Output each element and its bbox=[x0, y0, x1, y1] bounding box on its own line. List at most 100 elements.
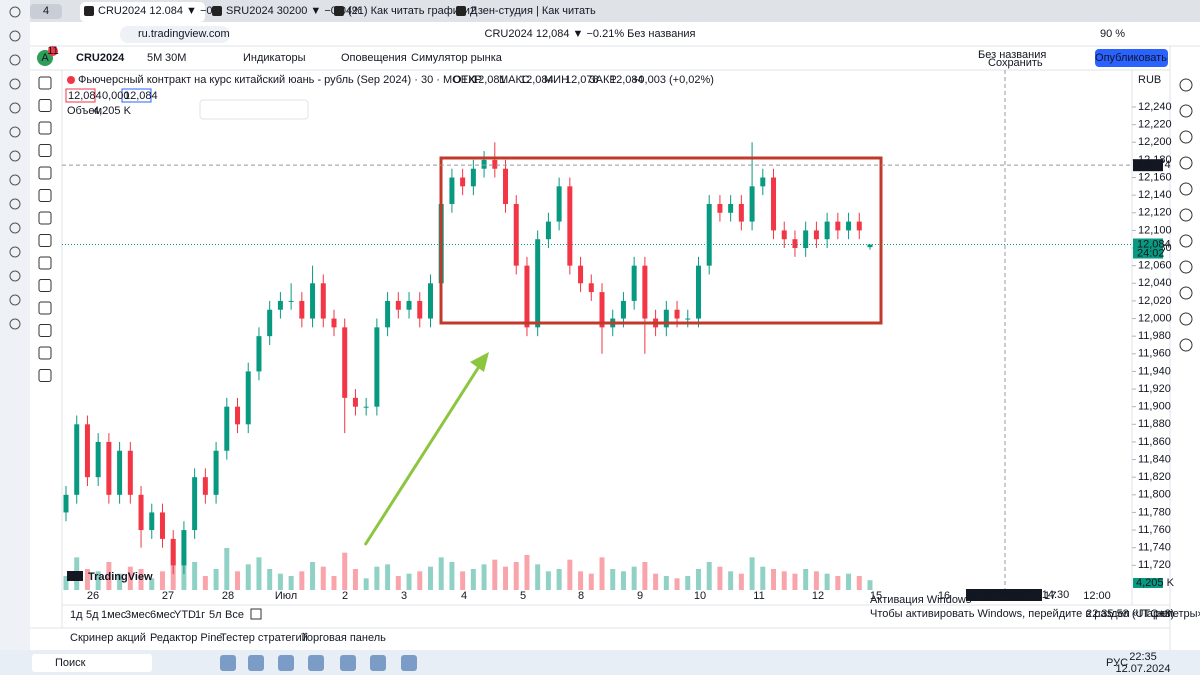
volume-bar bbox=[481, 564, 487, 590]
toolbar-item[interactable]: Оповещения bbox=[341, 52, 407, 64]
taskbar-app[interactable] bbox=[370, 655, 386, 671]
interval[interactable]: 5M bbox=[147, 52, 162, 64]
panel-tab[interactable]: Скринер акций bbox=[70, 632, 146, 644]
interval[interactable]: 30M bbox=[165, 52, 186, 64]
volume-bar bbox=[674, 578, 680, 590]
taskbar-app[interactable] bbox=[340, 655, 356, 671]
range-button[interactable]: 1г bbox=[195, 609, 205, 621]
chart-watermark: TradingView bbox=[88, 571, 153, 583]
volume-bar bbox=[738, 573, 744, 590]
x-tick-label: 26 bbox=[87, 590, 99, 602]
right-tool bbox=[1179, 156, 1193, 170]
volume-bar bbox=[267, 569, 273, 590]
time: 22:35 bbox=[1129, 651, 1157, 663]
y-tick-label: 12,200 bbox=[1138, 136, 1172, 148]
range-button[interactable]: 5д bbox=[86, 609, 99, 621]
volume-bar bbox=[524, 555, 530, 590]
tab-title[interactable]: CRU2024 12.084 ▼ −0.2 bbox=[98, 5, 222, 17]
tool-icon[interactable] bbox=[38, 234, 52, 247]
calendar-icon bbox=[250, 608, 262, 620]
legend-label: ОТКР bbox=[453, 74, 482, 86]
publish[interactable]: Опубликовать bbox=[1095, 52, 1167, 64]
range-button[interactable]: YTD bbox=[174, 609, 196, 621]
tab-title[interactable]: Дзен-студия | Как читать bbox=[470, 5, 596, 17]
volume-bar bbox=[106, 562, 112, 590]
active-tab[interactable] bbox=[80, 2, 205, 22]
volume-bar bbox=[374, 566, 380, 590]
candle-body bbox=[138, 494, 144, 531]
volume-bar bbox=[717, 566, 723, 590]
tool-icon[interactable] bbox=[38, 279, 52, 292]
range-button[interactable]: 1д bbox=[70, 609, 83, 621]
tool-icon[interactable] bbox=[38, 166, 52, 180]
panel-tab[interactable]: Тестер стратегий bbox=[220, 632, 308, 644]
volume-bar bbox=[685, 576, 691, 590]
candle-body bbox=[470, 168, 476, 187]
range-button[interactable]: 5л bbox=[209, 609, 222, 621]
x-tick-label: 11 bbox=[753, 590, 764, 602]
tool-icon[interactable] bbox=[38, 256, 52, 270]
tool-icon[interactable] bbox=[38, 99, 52, 112]
windows-activation: Активация Windows bbox=[870, 594, 972, 606]
layout-status: Сохранить bbox=[988, 57, 1043, 69]
right-tool bbox=[1179, 234, 1193, 248]
x-tick-label: 15 bbox=[870, 590, 882, 602]
url-pill[interactable] bbox=[120, 26, 230, 43]
tool-icon[interactable] bbox=[38, 144, 52, 157]
taskbar-app[interactable] bbox=[248, 655, 264, 671]
range-button[interactable]: 6мес bbox=[150, 609, 176, 621]
range-button[interactable]: Все bbox=[225, 609, 244, 621]
candle-body bbox=[642, 265, 648, 319]
volume-bar bbox=[663, 576, 669, 590]
panel-tab[interactable]: Торговая панель bbox=[301, 632, 386, 644]
candle-body bbox=[224, 406, 230, 451]
range-rectangle bbox=[439, 156, 883, 325]
tool-icon[interactable] bbox=[38, 121, 52, 135]
x-tick-label: 28 bbox=[222, 590, 234, 602]
tab-counter[interactable] bbox=[30, 4, 62, 19]
tab-title[interactable]: SRU2024 30200 ▼ −0.04% bbox=[226, 5, 362, 17]
tool-icon[interactable] bbox=[38, 189, 52, 202]
right-tool bbox=[1179, 208, 1193, 222]
legend-label: МИН bbox=[544, 74, 569, 86]
taskbar-app[interactable] bbox=[401, 655, 417, 671]
tool-icon[interactable] bbox=[38, 211, 52, 225]
search-box[interactable] bbox=[32, 654, 152, 672]
legend-change: +0,003 (+0,02%) bbox=[632, 74, 714, 86]
range-button[interactable]: 1мес bbox=[101, 609, 127, 621]
taskbar-app[interactable] bbox=[308, 655, 324, 671]
tool-icon[interactable] bbox=[38, 76, 52, 90]
taskbar-app[interactable] bbox=[278, 655, 294, 671]
drawing-toolbar[interactable] bbox=[199, 99, 309, 120]
tool-icon[interactable] bbox=[38, 369, 52, 382]
volume-bar bbox=[503, 566, 509, 590]
crosshair-price-tag bbox=[1133, 159, 1163, 172]
tool-icon[interactable] bbox=[38, 301, 52, 315]
tool-icon[interactable] bbox=[38, 346, 52, 360]
volume-bar bbox=[835, 576, 841, 590]
toolbar-item[interactable]: Индикаторы bbox=[243, 52, 306, 64]
candle-body bbox=[395, 300, 401, 310]
volume-bar bbox=[706, 562, 712, 590]
url: ru.tradingview.com bbox=[138, 28, 230, 40]
toolbar-item[interactable]: Симулятор рынка bbox=[411, 52, 503, 64]
taskbar-app[interactable] bbox=[220, 655, 236, 671]
publish-button[interactable] bbox=[1095, 49, 1168, 67]
range-button[interactable]: 3мес bbox=[125, 609, 151, 621]
volume-bar bbox=[385, 564, 391, 590]
price-box bbox=[121, 88, 152, 103]
candle-body bbox=[342, 327, 348, 398]
candle-body bbox=[760, 177, 766, 187]
sidebar-icon bbox=[9, 78, 21, 90]
right-tool bbox=[1179, 182, 1193, 196]
candle-body bbox=[792, 239, 798, 249]
volume-bar bbox=[771, 569, 777, 590]
panel-tab[interactable]: Редактор Pine bbox=[150, 632, 222, 644]
right-tool bbox=[1179, 104, 1193, 118]
y-tick-label: 12,000 bbox=[1138, 312, 1172, 324]
candle-body bbox=[674, 309, 680, 319]
y-tick-label: 11,800 bbox=[1138, 489, 1171, 501]
tool-icon[interactable] bbox=[38, 324, 52, 337]
search[interactable]: Поиск bbox=[55, 657, 86, 669]
tab-title[interactable]: (21) Как читать графики? bbox=[348, 5, 476, 17]
